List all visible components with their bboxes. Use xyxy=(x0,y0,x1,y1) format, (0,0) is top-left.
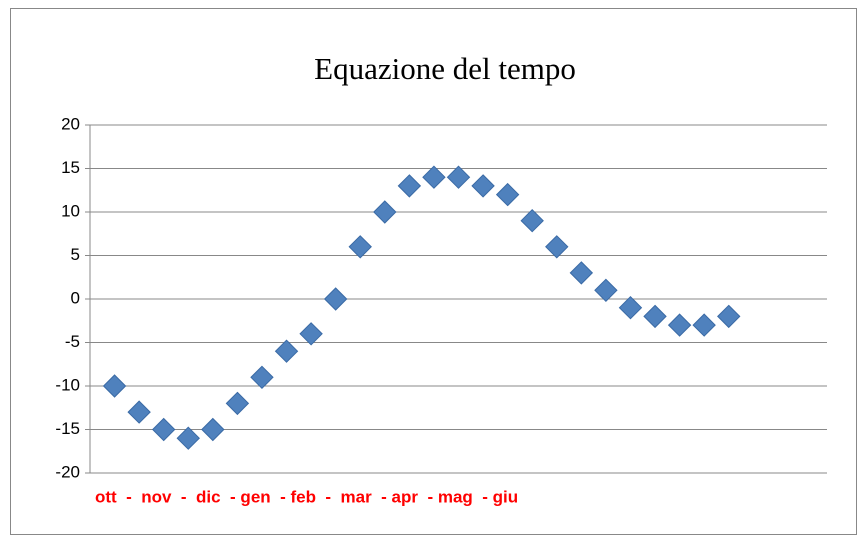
y-tick-label: 0 xyxy=(71,288,80,307)
marker xyxy=(176,426,200,450)
marker xyxy=(643,304,667,329)
marker xyxy=(102,374,127,398)
marker xyxy=(225,391,250,416)
y-tick-label: -5 xyxy=(65,332,80,351)
marker xyxy=(127,400,151,424)
y-tick-label: 10 xyxy=(61,201,80,220)
marker xyxy=(201,417,225,442)
y-tick-label: 15 xyxy=(61,158,80,177)
chart-title: Equazione del tempo xyxy=(314,51,576,86)
marker xyxy=(274,339,299,363)
marker xyxy=(594,278,618,303)
x-annotation: ott - nov - dic - gen - feb - mar - apr … xyxy=(95,487,518,506)
marker xyxy=(692,313,716,337)
marker xyxy=(397,174,422,198)
y-tick-label: 5 xyxy=(71,245,80,264)
marker xyxy=(323,287,348,311)
marker xyxy=(618,295,643,320)
y-tick-label: 20 xyxy=(61,114,80,133)
marker xyxy=(471,174,495,198)
y-tick-label: -15 xyxy=(55,419,80,438)
marker xyxy=(667,313,692,337)
marker xyxy=(446,165,471,189)
y-tick-label: -20 xyxy=(55,462,80,481)
marker xyxy=(520,208,544,233)
marker xyxy=(569,261,594,285)
marker xyxy=(495,182,520,207)
marker xyxy=(422,165,446,189)
marker xyxy=(348,235,372,259)
marker xyxy=(299,322,323,346)
marker xyxy=(373,200,397,224)
chart-border xyxy=(10,8,857,535)
marker xyxy=(151,417,176,442)
marker xyxy=(717,304,741,329)
y-tick-label: -10 xyxy=(55,375,80,394)
marker xyxy=(250,365,274,390)
marker xyxy=(545,235,569,259)
